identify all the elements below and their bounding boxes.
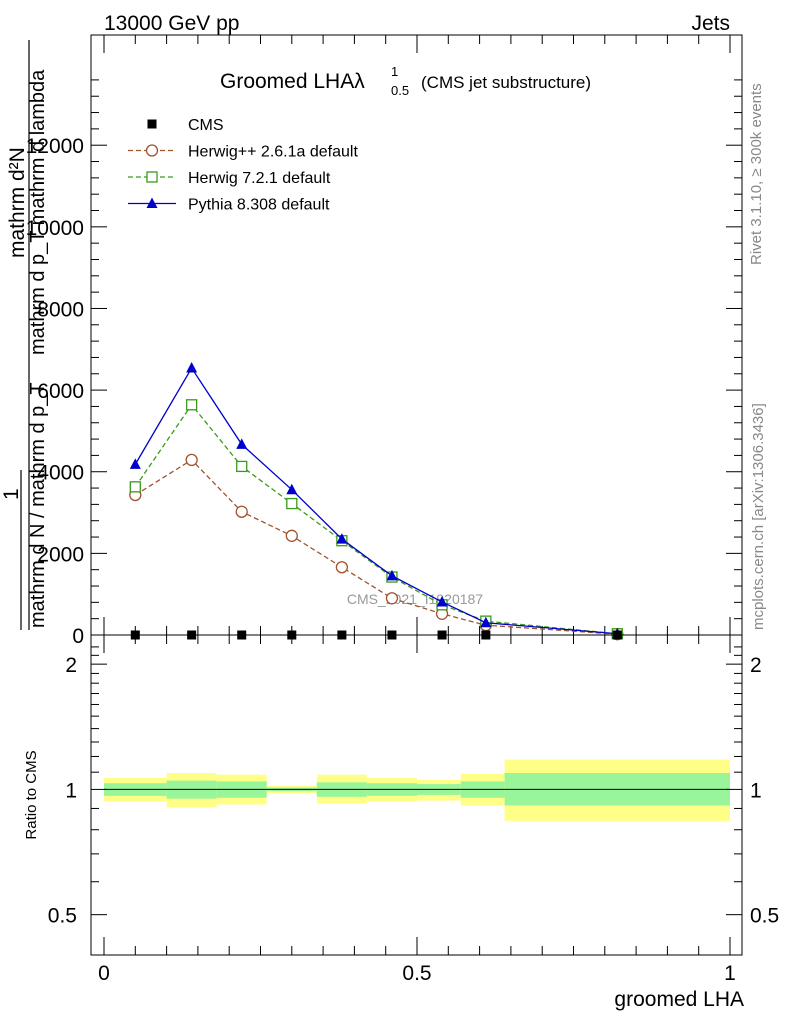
pythia-point [386,569,398,581]
ratio-bands [104,759,730,821]
ratio-y-ticks: 0.5 0.5 1 1 2 2 [48,646,779,928]
pythia-point [236,438,248,449]
x-tick-label: 0 [98,962,110,985]
analysis-watermark: CMS_2021_I1920187 [347,591,483,607]
herwig7-point [185,399,198,411]
ratio-y-tick-label: 0.5 [48,905,77,928]
herwig-pp-point [285,529,298,542]
ratio-y-tick-label: 2 [65,654,77,677]
ratio-panel: 0.5 0.51 12 2 0 0.5 1 Ratio to CMS groomed LH… [23,634,779,1011]
ratio-y-tick-label: 1 [65,779,77,802]
y-tick-label: 10000 [26,217,84,240]
chart-title-sub: 0.5 [391,83,409,98]
x-tick-label: 1 [724,962,736,985]
y-label-numerator: mathrm d²N [6,147,29,258]
rivet-label: Rivet 3.1.10, ≥ 300k events [748,83,765,265]
y-label-denominator: mathrm d N / mathrm d p_T [27,382,49,628]
y-tick-label: 8000 [37,298,84,321]
herwig-pp-point [185,453,198,467]
chart-title-main: Groomed LHAλ [220,70,365,93]
y-label-extra: mathrm d p_T mathrm d lambda [27,69,49,355]
legend-label: Herwig 7.2.1 default [188,170,331,187]
legend-label: CMS [188,117,224,134]
pythia-point [336,533,348,544]
legend-label: Herwig++ 2.6.1a default [188,144,358,161]
pythia-point [286,483,298,495]
mcplots-label: mcplots.cern.ch [arXiv:1306.3436] [750,403,767,630]
ratio-y-tick-label-right: 0.5 [750,905,779,928]
x-axis-label: groomed LHA [614,988,744,1011]
series-line-1 [134,459,618,635]
ratio-y-tick-label-right: 2 [750,654,762,677]
x-tick-label: 0.5 [402,962,431,985]
y-tick-label: 2000 [37,543,84,566]
herwig-pp-point [335,561,349,574]
herwig-pp-point [235,505,248,518]
series-layer [129,362,624,641]
ratio-y-tick-label-right: 1 [750,779,762,802]
y-tick-label: 0 [72,625,84,648]
ratio-y-label: Ratio to CMS [23,750,40,839]
chart-title-note: (CMS jet substructure) [421,73,591,92]
herwig7-point [236,460,248,473]
energy-label: 13000 GeV pp [104,12,239,35]
pythia-point [146,197,158,208]
y-label-one: 1 [0,488,23,500]
cms-data-point [147,119,157,129]
y-tick-label: 12000 [26,135,84,158]
herwig7-point [146,171,158,183]
legend: CMS Herwig++ 2.6.1a default Herwig 7.2.1 d… [128,117,358,214]
pythia-point [480,616,492,628]
y-tick-label: 6000 [37,380,84,403]
pythia-point [129,458,141,469]
herwig-pp-point [145,144,159,157]
y-tick-label: 4000 [37,462,84,485]
chart-title: Groomed LHAλ [220,70,365,93]
pythia-point [436,595,448,607]
ratio-x-ticks: 0 0.5 1 [98,635,736,985]
main-panel: 0 2000 4000 6000 8000 10000 12000 Groomed LHAλ… [0,34,743,648]
jets-label: Jets [691,12,730,35]
herwig7-point [286,497,298,510]
herwig7-point [129,481,141,493]
legend-label: Pythia 8.308 default [188,197,330,214]
chart-title-sup: 1 [391,64,398,79]
pythia-point [186,362,198,373]
main-y-ticks: 0 2000 4000 6000 8000 10000 12000 [26,79,742,648]
herwig-pp-point [385,592,399,605]
